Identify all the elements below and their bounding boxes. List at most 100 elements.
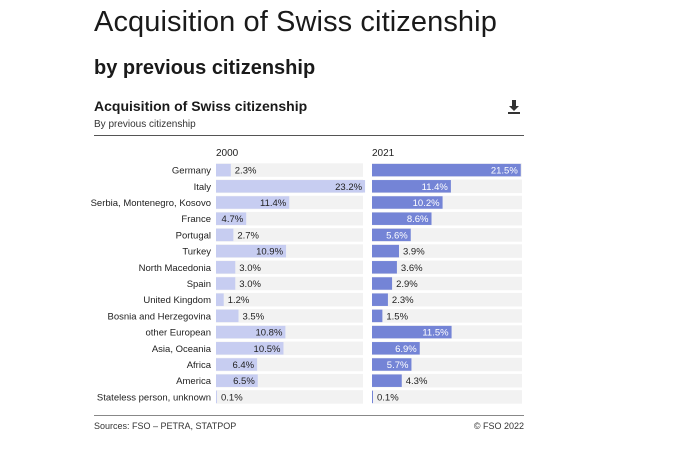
data-label-2021: 2.9% [396,279,418,290]
data-label-2000: 10.5% [254,344,281,355]
bar-2021 [372,309,383,323]
category-label: North Macedonia [139,263,212,274]
row-band [372,276,522,291]
bar-2000 [216,374,258,387]
row-band [372,373,522,388]
data-label-2000: 10.8% [255,328,282,339]
chart-bottom-rule [94,415,524,416]
data-label-2021: 6.9% [395,344,417,355]
bar-2000 [216,325,286,339]
row-band [216,163,363,177]
row-band [372,292,522,307]
bar-2000 [216,261,236,274]
panel-header-2021: 2021 [372,148,395,159]
category-label: Asia, Oceania [152,344,212,355]
bar-2000 [216,309,239,323]
bar-2000 [216,293,224,306]
bar-2021 [372,390,373,404]
row-band [372,390,522,404]
data-label-2021: 3.6% [401,263,423,274]
data-label-2021: 21.5% [491,166,518,177]
data-label-2000: 3.5% [242,311,264,322]
page-subtitle: by previous citizenship [94,57,316,79]
row-band [372,260,522,275]
data-label-2000: 2.3% [235,166,257,177]
bar-2021 [372,293,388,306]
row-band [216,260,363,275]
category-label: Bosnia and Herzegovina [107,311,211,322]
category-label: Italy [194,182,212,193]
category-label: Stateless person, unknown [97,392,211,403]
bar-2000 [216,277,236,290]
footer-source: Sources: FSO – PETRA, STATPOP [94,421,237,431]
data-label-2021: 11.4% [422,182,449,193]
row-band [216,292,363,307]
bar-2021 [372,228,411,242]
page-title: Acquisition of Swiss citizenship [94,6,497,38]
chart-top-rule [94,135,524,136]
data-label-2021: 2.3% [392,295,414,306]
footer-copyright: © FSO 2022 [473,421,524,431]
bar-2021 [372,180,451,193]
data-label-2000: 3.0% [239,279,261,290]
data-label-2000: 1.2% [228,295,250,306]
bar-2021 [372,342,420,355]
row-band [216,309,363,323]
bar-2021 [372,325,452,339]
bar-2000 [216,180,366,193]
category-label: France [181,214,211,225]
category-label: United Kingdom [143,295,211,306]
data-label-2000: 10.9% [256,247,283,258]
data-label-2000: 23.2% [335,182,362,193]
data-label-2021: 5.6% [386,230,408,241]
bar-2021 [372,244,399,258]
bar-2021 [372,196,443,209]
data-label-2021: 4.3% [406,376,428,387]
bar-2021 [372,277,393,290]
chart-subtitle: By previous citizenship [94,119,196,130]
data-label-2000: 11.4% [260,198,287,209]
chart-title: Acquisition of Swiss citizenship [94,98,308,114]
bar-2021 [372,163,521,177]
category-label: Germany [172,166,211,177]
data-label-2000: 3.0% [239,263,261,274]
bar-2000 [216,358,258,371]
data-label-2000: 0.1% [221,392,243,403]
data-label-2021: 0.1% [377,392,399,403]
bar-2021 [372,374,402,387]
row-band [372,244,522,258]
data-label-2000: 6.4% [232,360,254,371]
data-label-2000: 4.7% [222,214,244,225]
panel-header-2000: 2000 [216,148,239,159]
category-label: Africa [187,360,212,371]
data-label-2021: 5.7% [387,360,409,371]
data-label-2000: 2.7% [237,230,259,241]
category-label: America [176,376,212,387]
bar-2000 [216,390,217,404]
bar-2021 [372,261,397,274]
bar-2000 [216,244,287,258]
category-label: Portugal [176,230,211,241]
bar-2021 [372,212,432,225]
category-label: Spain [187,279,211,290]
bar-2000 [216,228,234,242]
row-band [216,228,363,242]
row-band [216,276,363,291]
download-button[interactable] [505,99,523,115]
bar-2000 [216,163,231,177]
bar-2000 [216,342,284,355]
category-label: Turkey [182,247,211,258]
data-label-2000: 6.5% [233,376,255,387]
bar-2021 [372,358,412,371]
data-label-2021: 1.5% [386,311,408,322]
data-label-2021: 11.5% [422,328,449,339]
category-label: other European [146,328,212,339]
data-label-2021: 10.2% [413,198,440,209]
data-label-2021: 3.9% [403,247,425,258]
data-label-2021: 8.6% [407,214,429,225]
row-band [216,390,363,404]
row-band [216,211,363,226]
bar-2000 [216,212,247,225]
download-icon [508,100,520,114]
